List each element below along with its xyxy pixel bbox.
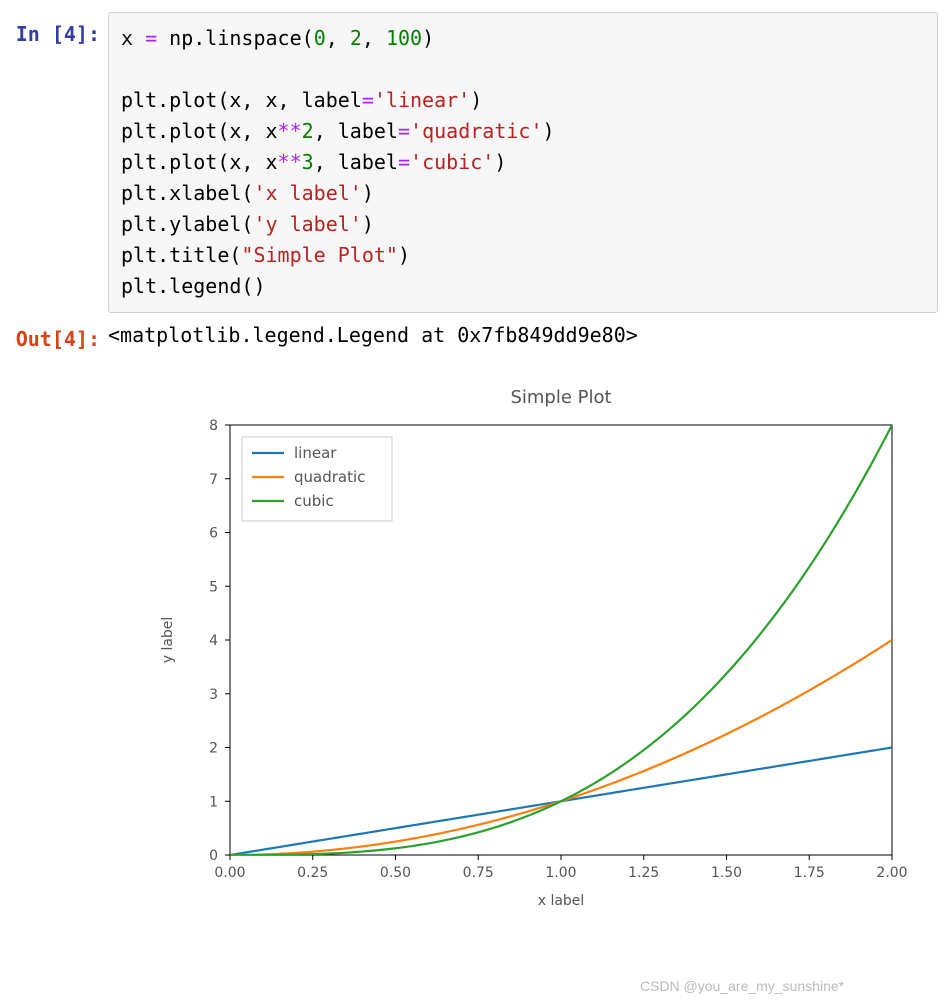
in-prompt: In [4]: <box>12 12 108 313</box>
watermark-text: CSDN @you_are_my_sunshine* <box>640 978 844 994</box>
svg-text:linear: linear <box>294 444 337 462</box>
svg-text:2.00: 2.00 <box>876 865 907 881</box>
svg-text:0.25: 0.25 <box>297 865 328 881</box>
output-cell: Out[4]: <matplotlib.legend.Legend at 0x7… <box>12 317 938 353</box>
svg-text:Simple Plot: Simple Plot <box>510 387 611 408</box>
svg-text:0.50: 0.50 <box>380 865 411 881</box>
svg-text:3: 3 <box>209 687 218 703</box>
svg-text:quadratic: quadratic <box>294 468 365 486</box>
output-text: <matplotlib.legend.Legend at 0x7fb849dd9… <box>108 317 938 353</box>
svg-text:1.75: 1.75 <box>794 865 825 881</box>
svg-text:2: 2 <box>209 741 218 757</box>
plot-output: Simple Plot 0.00 0.25 0.50 0.75 1.00 1.25 1.50 1… <box>12 377 938 917</box>
svg-text:0.75: 0.75 <box>463 865 494 881</box>
svg-text:4: 4 <box>209 633 218 649</box>
svg-text:0: 0 <box>209 848 218 864</box>
svg-text:1.25: 1.25 <box>628 865 659 881</box>
svg-text:6: 6 <box>209 526 218 542</box>
svg-text:x label: x label <box>538 893 585 909</box>
svg-text:0.00: 0.00 <box>214 865 245 881</box>
simple-plot-figure: Simple Plot 0.00 0.25 0.50 0.75 1.00 1.25 1.50 1… <box>152 377 912 917</box>
svg-text:7: 7 <box>209 472 218 488</box>
svg-text:1.00: 1.00 <box>545 865 576 881</box>
svg-text:cubic: cubic <box>294 492 334 510</box>
input-cell: In [4]: x = np.linspace(0, 2, 100) plt.p… <box>12 12 938 313</box>
out-prompt: Out[4]: <box>12 317 108 353</box>
svg-text:1: 1 <box>209 794 218 810</box>
svg-text:5: 5 <box>209 579 218 595</box>
svg-text:1.50: 1.50 <box>711 865 742 881</box>
svg-text:y label: y label <box>160 617 176 664</box>
svg-text:8: 8 <box>209 418 218 434</box>
code-input[interactable]: x = np.linspace(0, 2, 100) plt.plot(x, x… <box>108 12 938 313</box>
